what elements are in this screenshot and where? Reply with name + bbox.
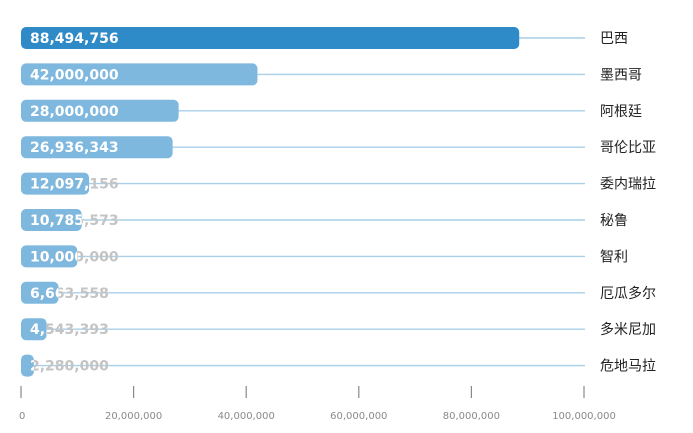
category-label: 智利 [600,249,628,265]
value-label: 2,280,000 [30,359,109,375]
bar [21,27,520,49]
bar [21,99,179,122]
x-tick-label: 60,000,000 [330,411,387,422]
value-label: 10,785,573 [30,213,119,229]
bar [21,209,82,231]
value-label: 12,097,156 [30,177,119,193]
category-label: 哥伦比亚 [600,140,656,156]
category-label: 多米尼加 [600,321,656,338]
value-label: 28,000,000 [30,104,119,120]
value-label: 6,663,558 [30,286,109,302]
value-label: 10,000,000 [30,249,119,265]
x-axis: 0 20,000,000 40,000,000 60,000,000 80,000,00… [19,386,616,422]
value-label: 26,936,343 [30,140,119,156]
category-label: 墨西哥 [600,67,642,83]
bar [21,318,47,341]
bar [21,354,34,377]
bar [21,136,173,159]
value-label-overlay: 10,785,573 [30,213,119,229]
value-label: 88,494,756 [30,31,119,47]
bar [21,172,90,195]
category-label: 阿根廷 [600,104,642,120]
category-label: 危地马拉 [600,359,656,375]
value-label-overlay: 6,663,558 [30,286,109,302]
category-label: 巴西 [600,31,628,47]
value-label-overlay: 2,280,000 [30,359,109,375]
x-tick-label: 20,000,000 [105,411,162,422]
value-label: 4,543,393 [30,322,109,338]
value-label-overlay: 10,000,000 [30,249,119,265]
labels-layer: 88,494,756 巴西 42,000,000 墨西哥 28,000,000 阿根廷 26… [30,31,656,375]
value-label: 42,000,000 [30,67,119,83]
category-label: 委内瑞拉 [600,177,656,193]
value-label-overlay: 4,543,393 [30,322,109,338]
category-label: 厄瓜多尔 [600,285,656,302]
bar [21,281,59,304]
x-tick-label: 0 [19,411,25,422]
value-label-overlay: 12,097,156 [30,177,119,193]
bar [21,63,258,86]
x-tick-label: 80,000,000 [443,411,500,422]
bars-layer [21,27,585,377]
x-tick-label: 40,000,000 [218,411,275,422]
x-tick-label: 100,000,000 [552,411,616,422]
category-label: 秘鲁 [600,213,628,229]
bar [21,245,78,268]
